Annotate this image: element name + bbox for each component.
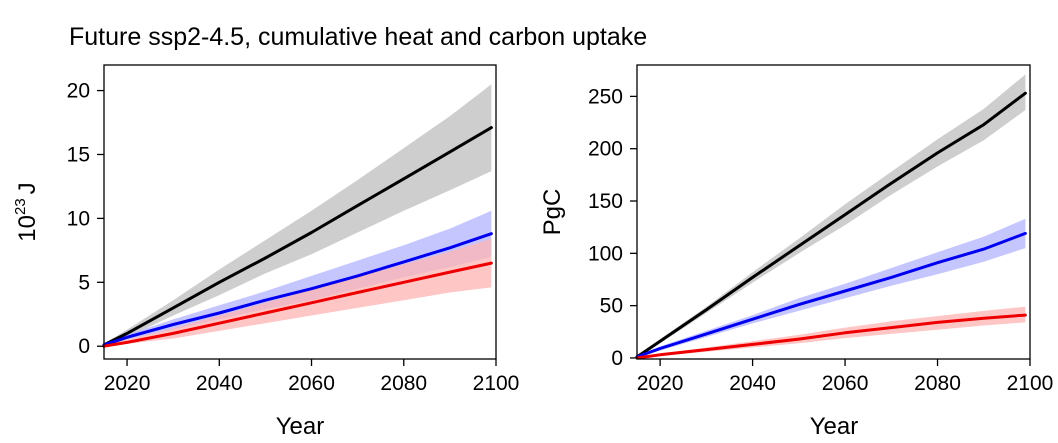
y-tick-label: 0: [78, 335, 90, 358]
blue-series-line: [635, 231, 1027, 359]
series-lines: [102, 126, 493, 348]
uncertainty-bands: [104, 84, 492, 347]
uncertainty-bands: [637, 74, 1026, 359]
x-tick-label: 2040: [729, 372, 776, 395]
y-tick-label: 200: [588, 138, 623, 161]
x-axis-label: Year: [810, 413, 859, 440]
series-lines: [635, 91, 1027, 360]
plot-frame: [636, 64, 1031, 360]
y-tick-label: 100: [588, 242, 623, 265]
blue-series-line: [102, 232, 493, 347]
black-series-line: [635, 91, 1027, 359]
blue-uncertainty-band: [104, 210, 492, 347]
y-axis-label: 1023 J: [12, 182, 41, 241]
y-tick-label: 10: [67, 207, 90, 230]
red-series-line: [635, 313, 1027, 360]
x-tick-label: 2080: [914, 372, 961, 395]
red-uncertainty-band: [104, 238, 492, 347]
x-tick-label: 2080: [380, 372, 427, 395]
blue-uncertainty-band: [637, 218, 1026, 358]
y-axis-ticks: 0 5 10 15 20: [67, 80, 104, 358]
x-axis-ticks: 2020 2040 2060 2080 2100: [637, 359, 1054, 395]
x-axis-label: Year: [276, 413, 325, 440]
y-tick-label: 20: [67, 80, 90, 103]
black-uncertainty-band: [637, 74, 1026, 359]
y-axis-label-unit: J: [14, 182, 41, 194]
y-tick-label: 150: [588, 190, 623, 213]
x-tick-label: 2060: [822, 372, 869, 395]
figure-title: Future ssp2-4.5, cumulative heat and car…: [69, 23, 648, 51]
y-tick-label: 0: [611, 347, 623, 370]
x-axis-ticks: 2020 2040 2060 2080 2100: [104, 359, 520, 395]
x-tick-label: 2040: [196, 372, 243, 395]
y-tick-label: 250: [588, 85, 623, 108]
red-series-line: [102, 261, 493, 348]
right-panel-carbon-uptake: 2020 2040 2060 2080 2100 0 50 100 150 200 250 Yea…: [539, 64, 1054, 440]
x-tick-label: 2100: [1007, 372, 1054, 395]
y-tick-label: 5: [78, 271, 90, 294]
y-axis-label: PgC: [539, 189, 566, 236]
y-tick-label: 15: [67, 143, 90, 166]
y-axis-label-base: 10: [14, 215, 41, 242]
plot-frame: [103, 64, 497, 360]
x-tick-label: 2100: [473, 372, 520, 395]
black-uncertainty-band: [104, 84, 492, 347]
x-tick-label: 2020: [637, 372, 684, 395]
y-axis-ticks: 0 50 100 150 200 250: [588, 85, 637, 370]
black-series-line: [102, 126, 493, 347]
y-tick-label: 50: [600, 295, 623, 318]
x-tick-label: 2060: [288, 372, 335, 395]
x-tick-label: 2020: [104, 372, 151, 395]
y-axis-label-exponent: 23: [12, 198, 29, 215]
